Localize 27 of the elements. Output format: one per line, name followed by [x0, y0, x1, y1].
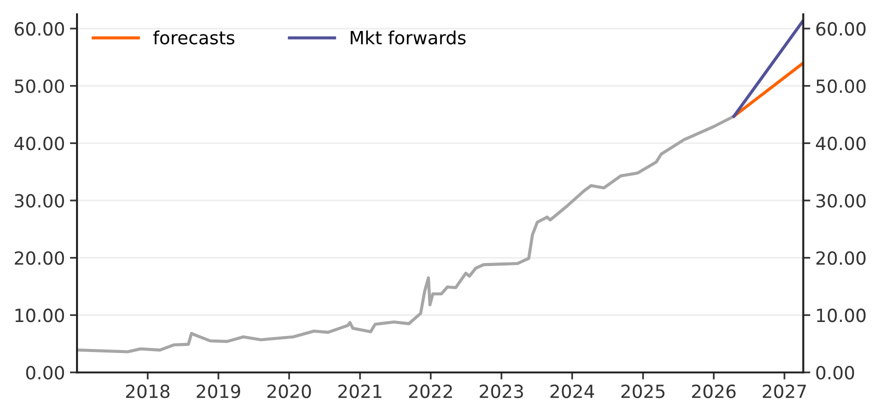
- y2-tick-label: 40.00: [816, 136, 866, 150]
- legend-label: forecasts: [153, 30, 234, 44]
- y2-tick-label: 60.00: [816, 22, 866, 36]
- y-tick-label: 20.00: [14, 251, 64, 265]
- y-tick-label: 40.00: [14, 136, 64, 150]
- y2-tick-label: 30.00: [816, 194, 866, 208]
- y-tick-label: 0.00: [26, 366, 64, 380]
- x-tick-label: 2018: [126, 384, 170, 398]
- y2-tick-label: 0.00: [816, 366, 854, 380]
- legend-label: Mkt forwards: [350, 30, 466, 44]
- y-tick-label: 30.00: [14, 194, 64, 208]
- line-series: [77, 114, 736, 354]
- x-tick-label: 2022: [409, 384, 452, 398]
- y-tick-label: 50.00: [14, 79, 64, 93]
- x-tick-label: 2021: [338, 384, 382, 398]
- x-tick-label: 2020: [267, 384, 311, 398]
- x-tick-label: 2023: [480, 384, 523, 398]
- y2-tick-label: 50.00: [816, 79, 866, 93]
- y2-tick-label: 20.00: [816, 251, 866, 265]
- y2-tick-label: 10.00: [817, 308, 866, 322]
- x-tick-label: 2019: [196, 384, 240, 398]
- x-tick-label: 2025: [621, 384, 664, 398]
- y-tick-label: 60.00: [14, 22, 64, 36]
- x-tick-label: 2027: [762, 384, 806, 398]
- x-tick-label: 2024: [550, 384, 594, 398]
- y-tick-label: 10.00: [15, 308, 64, 322]
- x-tick-label: 2026: [692, 384, 736, 398]
